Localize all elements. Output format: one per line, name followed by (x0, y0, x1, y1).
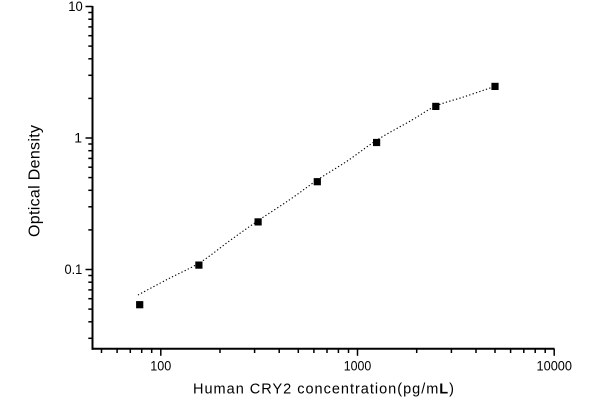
svg-text:Optical Density: Optical Density (27, 125, 44, 237)
svg-text:10000: 10000 (537, 358, 573, 374)
svg-text:100: 100 (150, 358, 171, 374)
svg-text:0.1: 0.1 (65, 261, 83, 277)
svg-text:10: 10 (68, 0, 83, 14)
svg-text:1000: 1000 (344, 358, 372, 374)
svg-text:Human CRY2 concentration(pg/mL: Human CRY2 concentration(pg/mL) (193, 382, 454, 398)
svg-text:1: 1 (74, 129, 82, 145)
